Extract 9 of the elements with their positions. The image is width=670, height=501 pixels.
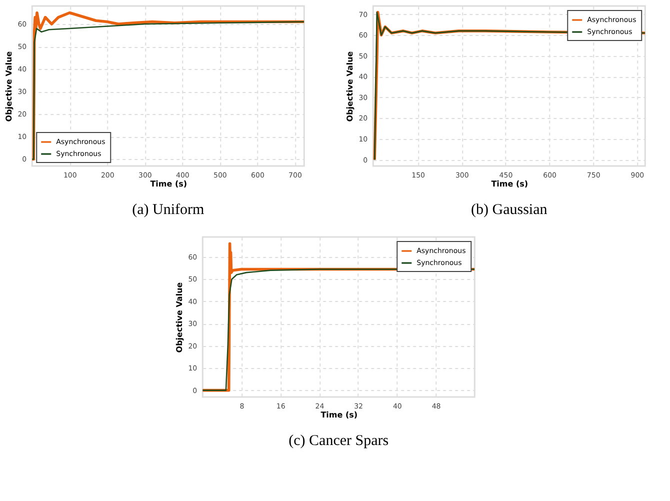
y-axis-title: Objective Value bbox=[346, 50, 355, 122]
text: (c) Cancer Spars bbox=[288, 433, 389, 449]
x-axis-title: Time (s) bbox=[491, 180, 528, 188]
x-axis-title: Time (s) bbox=[320, 410, 358, 420]
x-axis-title: Time (s) bbox=[150, 180, 188, 188]
y-axis-title: Objective Value bbox=[4, 50, 14, 122]
y-axis-title: Objective Value bbox=[175, 282, 184, 353]
text: (b) Gaussian bbox=[471, 202, 548, 218]
text: (a) Uniform bbox=[132, 202, 204, 218]
